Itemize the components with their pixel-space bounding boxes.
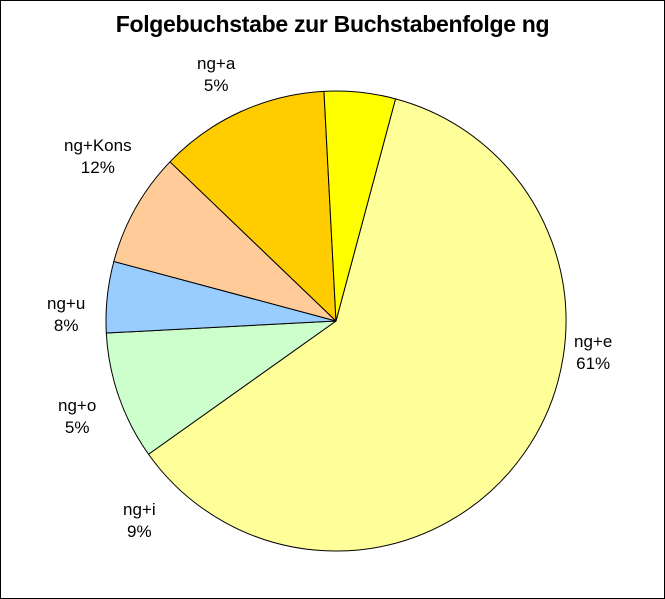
slice-label-percent: 5% xyxy=(203,76,229,95)
slice-label-name: ng+u xyxy=(47,294,86,313)
slice-label-percent: 9% xyxy=(127,522,152,541)
pie-slice-ng-kons xyxy=(169,90,337,322)
slice-label-name: ng+e xyxy=(574,332,613,351)
slice-label-ng-e: ng+e 61% xyxy=(574,331,612,375)
slice-label-ng-o: ng+o 5% xyxy=(58,395,96,439)
slice-label-name: ng+a xyxy=(197,54,236,73)
slice-label-ng-kons: ng+Kons 12% xyxy=(64,135,132,179)
pie-slice-ng-e xyxy=(148,98,567,552)
slice-label-name: ng+o xyxy=(58,396,97,415)
slice-label-percent: 61% xyxy=(576,354,611,373)
slice-label-ng-u: ng+u 8% xyxy=(47,293,85,337)
pie-slice-ng-u xyxy=(113,161,337,322)
chart-title: Folgebuchstabe zur Buchstabenfolge ng xyxy=(115,11,550,37)
slice-label-percent: 8% xyxy=(53,316,79,335)
slice-label-percent: 12% xyxy=(80,158,115,177)
pie-slice-ng-a xyxy=(323,90,397,322)
slice-label-name: ng+Kons xyxy=(64,136,132,155)
slice-label-percent: 5% xyxy=(64,418,90,437)
slice-label-name: ng+i xyxy=(123,500,156,519)
slice-label-ng-a: ng+a 5% xyxy=(197,53,235,97)
slice-label-ng-i: ng+i 9% xyxy=(123,499,156,543)
pie-slice-ng-i xyxy=(105,320,337,455)
